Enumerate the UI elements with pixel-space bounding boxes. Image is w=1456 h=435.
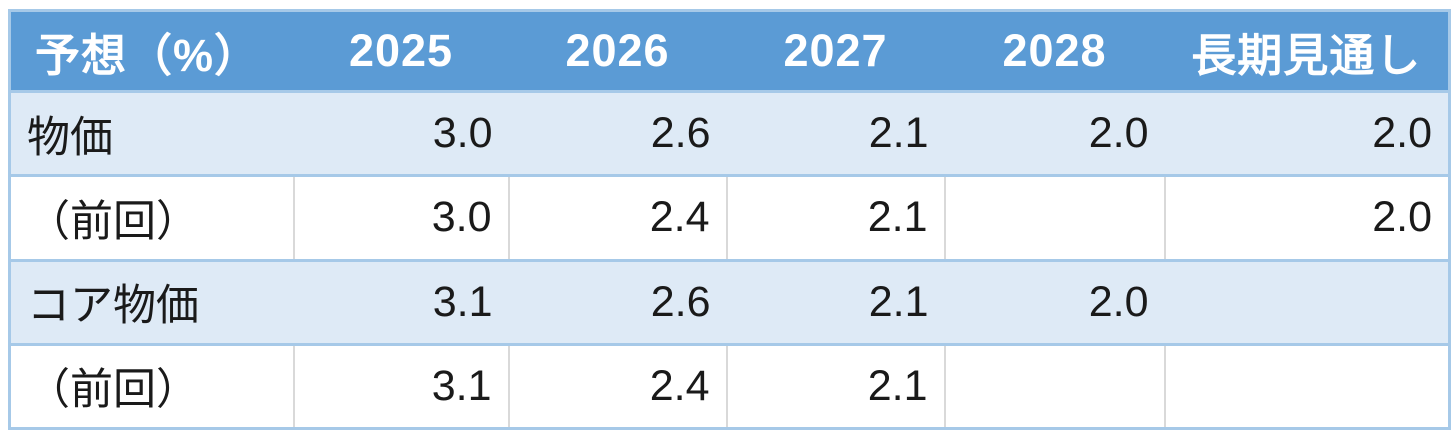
value-cell: 2.1 <box>868 277 929 326</box>
value-cell: 2.0 <box>1163 175 1450 260</box>
forecast-table-container: 予想（%） 2025 2026 2027 2028 長期見通し 物価 3.0 2… <box>8 9 1451 430</box>
row-label: 物価 <box>27 113 113 162</box>
value-cell <box>943 344 1165 429</box>
value-cell: 2.1 <box>725 175 945 260</box>
header-cell-2028: 2028 <box>1002 25 1107 76</box>
row-label: コア物価 <box>27 282 199 331</box>
value-cell: 2.4 <box>507 175 727 260</box>
header-cell-2026: 2026 <box>565 25 670 76</box>
value-cell: 2.0 <box>1088 277 1149 326</box>
value-cell: 2.6 <box>650 109 711 158</box>
value-cell: 3.1 <box>432 277 493 326</box>
value-cell: 3.1 <box>292 344 509 429</box>
table-row-core-prices: コア物価 3.1 2.6 2.1 2.0 <box>9 260 1450 345</box>
header-cell-2027: 2027 <box>783 25 888 76</box>
row-label: （前回） <box>27 197 199 246</box>
header-cell-2025: 2025 <box>348 25 454 76</box>
header-cell-forecast-label: 予想（%） <box>35 29 261 81</box>
table-row-core-prices-previous: （前回） 3.1 2.4 2.1 <box>9 344 1450 429</box>
value-cell <box>1163 344 1450 429</box>
value-cell: 3.0 <box>432 109 493 158</box>
value-cell: 2.1 <box>725 344 945 429</box>
table-header-row: 予想（%） 2025 2026 2027 2028 長期見通し <box>9 10 1450 92</box>
row-label: （前回） <box>27 366 199 415</box>
value-cell: 2.1 <box>868 109 929 158</box>
value-cell <box>1165 260 1450 344</box>
value-cell <box>943 175 1165 260</box>
forecast-table: 予想（%） 2025 2026 2027 2028 長期見通し 物価 3.0 2… <box>8 9 1451 430</box>
value-cell: 2.4 <box>507 344 727 429</box>
value-cell: 2.0 <box>1372 109 1432 158</box>
header-cell-long-term: 長期見通し <box>1191 29 1422 81</box>
value-cell: 3.0 <box>292 175 509 260</box>
value-cell: 2.6 <box>650 277 711 326</box>
value-cell: 2.0 <box>1088 109 1149 158</box>
table-row-prices: 物価 3.0 2.6 2.1 2.0 2.0 <box>9 91 1450 176</box>
table-row-prices-previous: （前回） 3.0 2.4 2.1 2.0 <box>9 175 1450 260</box>
